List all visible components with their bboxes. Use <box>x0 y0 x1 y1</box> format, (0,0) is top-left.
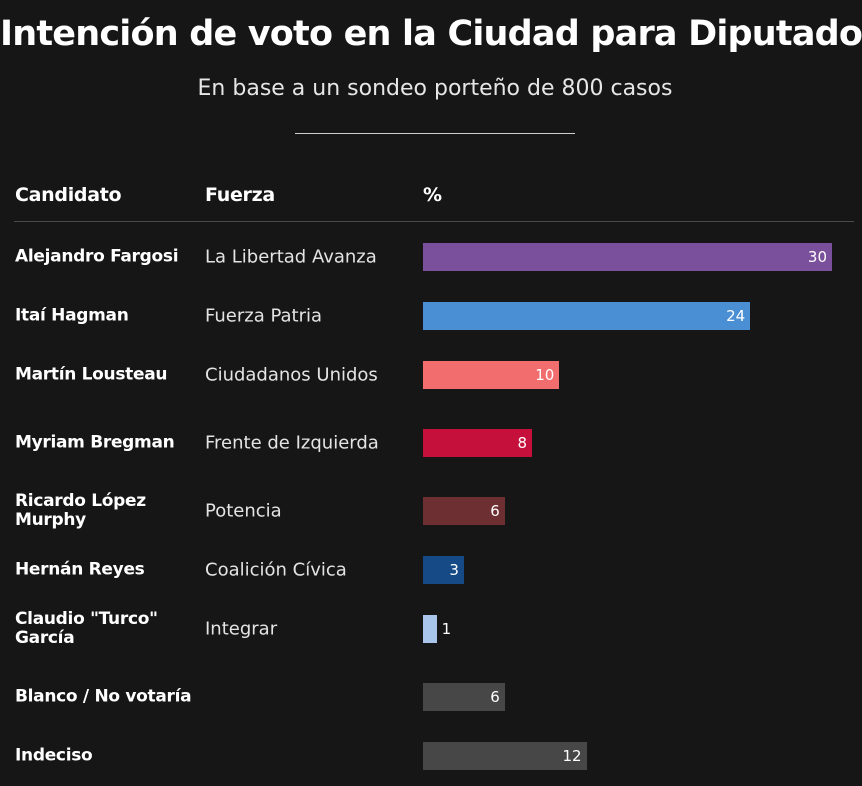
title-divider <box>295 133 575 134</box>
candidate-name: Martín Lousteau <box>15 364 168 385</box>
data-label: 10 <box>535 366 555 384</box>
table-row: Martín Lousteau Ciudadanos Unidos 10 <box>0 345 862 405</box>
data-label: 30 <box>807 248 827 266</box>
party-name: Ciudadanos Unidos <box>205 364 378 386</box>
header-divider <box>14 221 854 222</box>
bar <box>423 742 587 770</box>
table-row: Alejandro Fargosi La Libertad Avanza 30 <box>0 227 862 287</box>
bar <box>423 361 560 389</box>
candidate-name: Hernán Reyes <box>15 559 145 580</box>
table-row: Blanco / No votaría 6 <box>0 667 862 727</box>
party-name: Integrar <box>205 618 278 640</box>
column-header-candidato: Candidato <box>15 184 122 206</box>
bar <box>423 302 751 330</box>
data-label: 12 <box>562 747 582 765</box>
party-name: La Libertad Avanza <box>205 246 377 268</box>
data-label: 1 <box>441 620 452 638</box>
table-row: Claudio "Turco" García Integrar 1 <box>0 599 862 659</box>
data-label: 8 <box>517 434 528 452</box>
candidate-name: Itaí Hagman <box>15 305 129 326</box>
party-name: Fuerza Patria <box>205 305 323 327</box>
party-name: Coalición Cívica <box>205 559 347 581</box>
candidate-name: Blanco / No votaría <box>15 686 192 707</box>
candidate-name: Myriam Bregman <box>15 432 175 453</box>
bar <box>423 243 832 271</box>
data-label: 6 <box>490 502 500 520</box>
candidate-name: Indeciso <box>15 745 93 766</box>
column-header-percent: % <box>423 184 442 206</box>
chart-subtitle: En base a un sondeo porteño de 800 casos <box>197 76 673 101</box>
table-row: Hernán Reyes Coalición Cívica 3 <box>0 540 862 600</box>
party-name: Potencia <box>205 500 282 522</box>
bar <box>423 429 533 457</box>
bar <box>423 556 464 584</box>
bar <box>423 497 505 525</box>
table-row: Myriam Bregman Frente de Izquierda 8 <box>0 413 862 473</box>
chart-title: Intención de voto en la Ciudad para Dipu… <box>0 14 862 54</box>
table-row: Itaí Hagman Fuerza Patria 24 <box>0 286 862 346</box>
candidate-name: Alejandro Fargosi <box>15 246 179 267</box>
bar <box>423 683 505 711</box>
party-name: Frente de Izquierda <box>205 432 379 454</box>
table-row: Indeciso 12 <box>0 726 862 786</box>
table-row: Ricardo López Murphy Potencia 6 <box>0 481 862 541</box>
bar <box>423 615 437 643</box>
data-label: 24 <box>726 307 746 325</box>
candidate-name: Claudio "Turco" García <box>15 609 158 648</box>
data-label: 3 <box>449 561 459 579</box>
column-header-fuerza: Fuerza <box>205 184 275 206</box>
candidate-name: Ricardo López Murphy <box>15 491 146 530</box>
data-label: 6 <box>490 688 500 706</box>
